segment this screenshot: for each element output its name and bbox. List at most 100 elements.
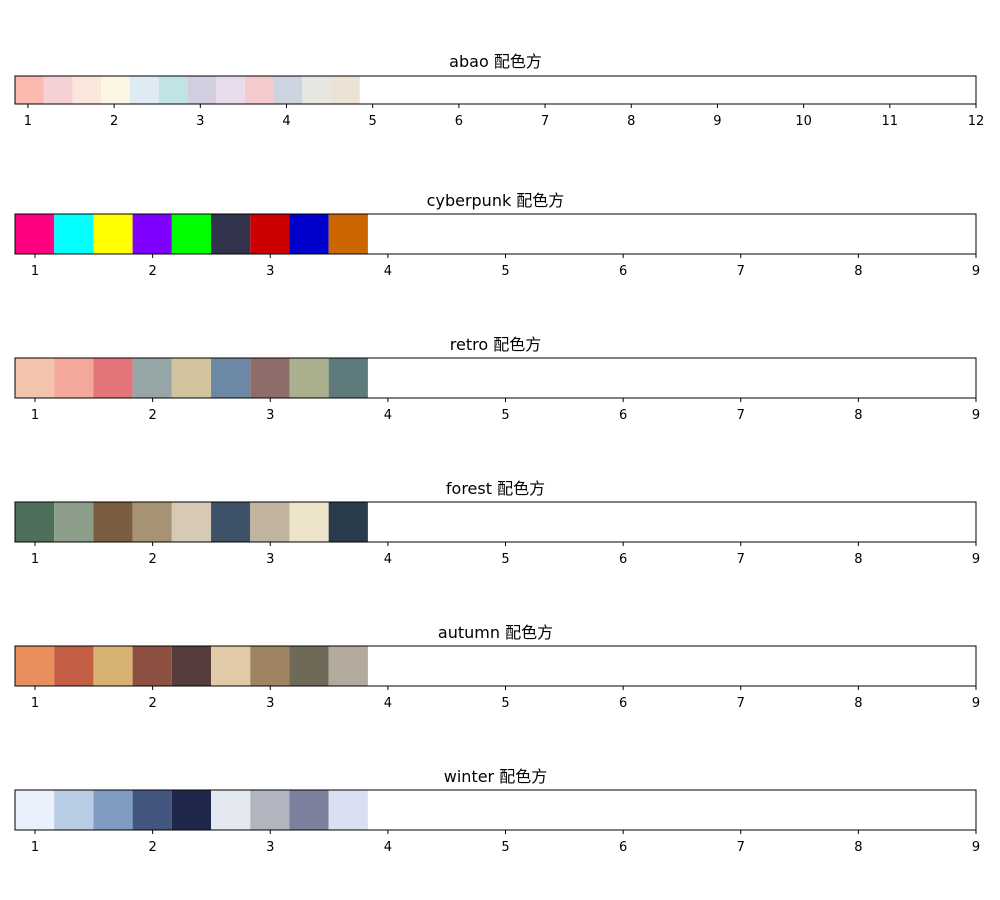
color-swatch — [171, 358, 212, 398]
x-tick-label: 8 — [854, 408, 862, 423]
color-swatch — [54, 358, 94, 398]
x-tick-label: 1 — [24, 114, 32, 129]
x-tick-label: 7 — [737, 264, 745, 279]
x-tick-label: 7 — [737, 840, 745, 855]
x-tick-label: 4 — [384, 264, 392, 279]
color-swatch — [171, 214, 212, 254]
color-swatch — [211, 358, 251, 398]
x-tick-label: 1 — [31, 408, 39, 423]
color-swatch — [302, 76, 332, 104]
color-swatch — [289, 502, 329, 542]
axis-frame — [14, 501, 977, 543]
x-tick-label: 8 — [854, 264, 862, 279]
x-tick-label: 9 — [713, 114, 721, 129]
color-swatch — [289, 646, 329, 686]
x-tick-label: 9 — [972, 408, 980, 423]
color-swatch — [289, 358, 329, 398]
color-swatch — [93, 790, 133, 830]
x-tick-label: 1 — [31, 696, 39, 711]
x-tick-label: 2 — [148, 696, 156, 711]
color-swatch — [15, 646, 55, 686]
x-tick-label: 3 — [266, 552, 274, 567]
color-swatch — [132, 502, 172, 542]
x-tick-label: 9 — [972, 264, 980, 279]
x-tick-label: 4 — [384, 696, 392, 711]
x-tick-label: 6 — [619, 264, 627, 279]
color-swatch — [43, 76, 73, 104]
color-swatch — [328, 646, 368, 686]
x-tick-label: 3 — [266, 264, 274, 279]
color-swatch — [101, 76, 130, 104]
x-tick-label: 9 — [972, 696, 980, 711]
x-tick-label: 7 — [737, 552, 745, 567]
x-tick-label: 5 — [501, 408, 509, 423]
color-swatch — [250, 502, 290, 542]
x-tick-label: 7 — [737, 696, 745, 711]
x-tick-label: 5 — [501, 696, 509, 711]
color-swatch — [54, 646, 94, 686]
palette-panel: cyberpunk 配色方 1 2 3 4 5 6 7 8 9 — [14, 191, 980, 279]
x-tick-label: 2 — [148, 840, 156, 855]
color-swatch — [132, 358, 172, 398]
x-tick-label: 6 — [619, 552, 627, 567]
color-swatch — [129, 76, 159, 104]
x-tick-label: 3 — [266, 696, 274, 711]
color-swatch — [15, 358, 55, 398]
palette-panel: winter 配色方 1 2 3 4 5 6 7 8 9 — [14, 767, 980, 855]
axis-frame — [14, 645, 977, 687]
color-swatch — [216, 76, 245, 104]
color-swatch — [93, 214, 133, 254]
x-tick-label: 7 — [541, 114, 549, 129]
x-tick-label: 4 — [384, 408, 392, 423]
axis-frame — [14, 789, 977, 831]
color-swatch — [132, 214, 172, 254]
color-swatch — [250, 214, 290, 254]
color-swatch — [171, 646, 212, 686]
x-tick-label: 11 — [882, 114, 899, 129]
color-swatch — [250, 646, 290, 686]
color-swatch — [158, 76, 188, 104]
color-swatch — [331, 76, 360, 104]
x-tick-label: 5 — [501, 552, 509, 567]
x-tick-label: 2 — [148, 552, 156, 567]
x-tick-label: 8 — [854, 840, 862, 855]
color-swatch — [171, 502, 212, 542]
axis-frame — [14, 75, 977, 105]
color-swatch — [250, 790, 290, 830]
color-swatch — [15, 214, 55, 254]
palette-panel: retro 配色方 1 2 3 4 5 6 7 8 9 — [14, 335, 980, 423]
x-tick-label: 5 — [501, 840, 509, 855]
panel-title: cyberpunk 配色方 — [427, 191, 565, 210]
axis-frame — [14, 357, 977, 399]
x-tick-label: 6 — [619, 840, 627, 855]
x-tick-label: 5 — [369, 114, 377, 129]
color-swatch — [15, 76, 44, 104]
color-swatch — [211, 790, 251, 830]
x-tick-label: 2 — [148, 264, 156, 279]
x-tick-label: 10 — [795, 114, 812, 129]
color-swatch — [244, 76, 274, 104]
color-swatch — [211, 502, 251, 542]
x-tick-label: 3 — [196, 114, 204, 129]
color-swatch — [328, 502, 368, 542]
axis-frame — [14, 213, 977, 255]
color-swatch — [211, 646, 251, 686]
color-swatch — [289, 790, 329, 830]
color-swatch — [93, 502, 133, 542]
panel-title: autumn 配色方 — [438, 623, 553, 642]
panel-title: winter 配色方 — [444, 767, 547, 786]
panel-title: abao 配色方 — [449, 52, 542, 71]
color-swatch — [15, 502, 55, 542]
x-tick-label: 6 — [619, 408, 627, 423]
color-swatch — [132, 646, 172, 686]
x-tick-label: 1 — [31, 264, 39, 279]
color-swatch — [328, 358, 368, 398]
color-swatch — [171, 790, 212, 830]
x-tick-label: 12 — [968, 114, 985, 129]
palette-panel: forest 配色方 1 2 3 4 5 6 7 8 9 — [14, 479, 980, 567]
color-swatch — [328, 214, 368, 254]
x-tick-label: 9 — [972, 552, 980, 567]
x-tick-label: 2 — [110, 114, 118, 129]
